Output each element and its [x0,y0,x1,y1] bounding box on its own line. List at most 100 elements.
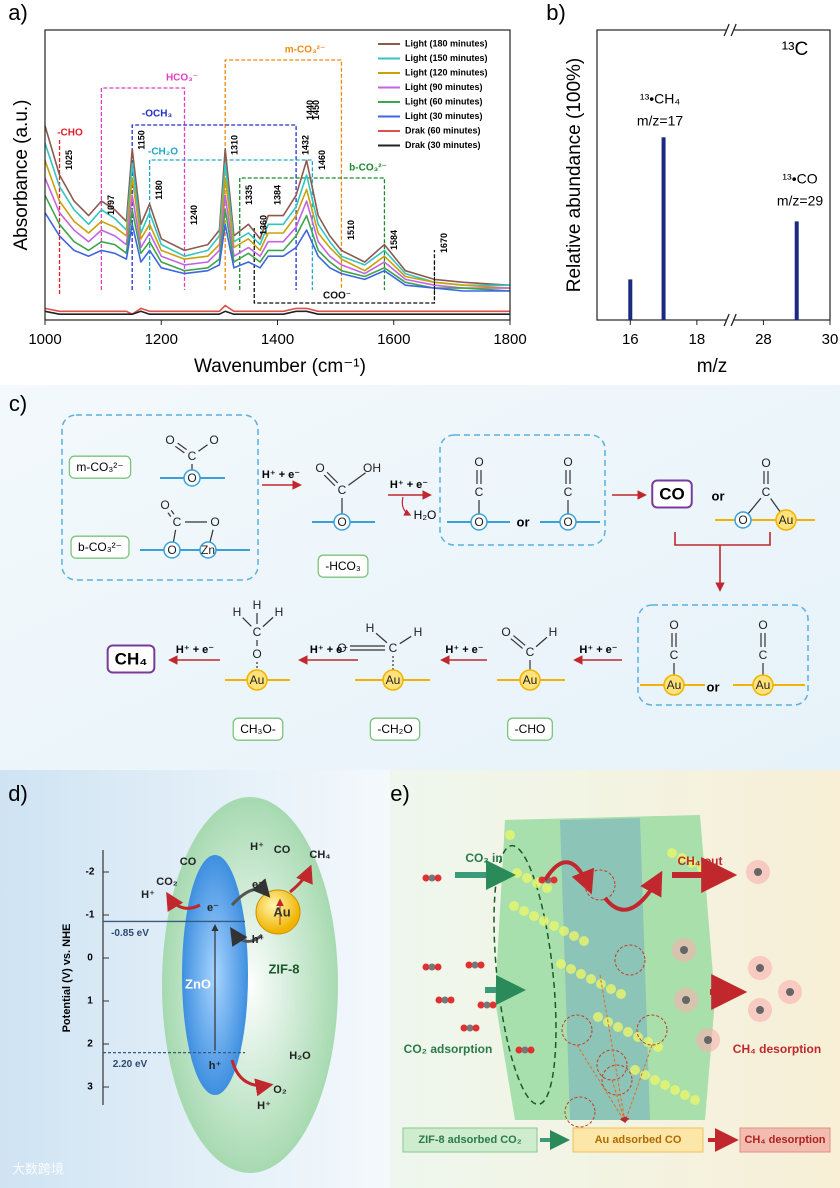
species-box [651,479,693,509]
atom-label: H [233,605,242,619]
bond [172,529,177,543]
flow-box [739,1127,831,1153]
x-tick-label: 18 [689,331,706,348]
atom-label: OH [363,461,381,475]
molecule [754,868,762,876]
peak-label: 1360 [259,215,269,235]
step-label: H⁺ + e⁻ [579,644,617,656]
molecule [441,996,449,1004]
peak-label: 1240 [189,205,199,225]
molecule [477,961,485,969]
annotation: ¹³•CO [782,171,817,187]
y-axis-label: Relative abundance (100%) [564,58,585,293]
molecule [704,1036,712,1044]
atom-circle [183,469,201,487]
transfer-arrow [230,926,263,947]
atom-label: O [669,618,678,632]
co-site [601,1064,633,1096]
au-dot [579,936,589,946]
atom-circle [246,669,268,691]
au-dot [690,1095,700,1105]
panel-label: b) [546,0,566,25]
flow-box [572,1127,704,1153]
species-box [369,717,421,741]
molecule [521,1046,529,1054]
species-box [68,455,132,479]
bond [510,638,523,649]
molecule [460,1024,468,1032]
tick-label: 1 [87,996,93,1007]
bond [326,471,339,484]
bond [535,636,548,648]
x-tick-label: 1000 [28,331,61,348]
process-label: CO₂ in [465,851,502,865]
dashed-group [637,604,809,706]
step-label: H⁺ + e⁻ [176,644,214,656]
bond [399,635,412,645]
peak-label: 1097 [106,195,116,215]
annotation: m/z=29 [777,193,824,209]
flow-box [402,1127,538,1153]
process-label: CO₂ adsorption [404,1042,493,1056]
site-arrow [576,1044,626,1124]
bond [177,442,188,451]
split-bracket [674,532,771,590]
au-dot [569,931,579,941]
co-site [561,1014,593,1046]
species-label: b-CO₃²⁻ [78,540,122,554]
au-dot [566,964,576,974]
x-tick-label: 16 [622,331,639,348]
atom-label: O [758,618,767,632]
process-label: CH₄ out [677,854,722,868]
molecule [428,874,436,882]
au-dot [623,1027,633,1037]
atom-label: O [337,515,346,529]
group-bracket [239,177,386,290]
molecule [471,961,479,969]
molecule [483,1001,491,1009]
molecule [472,1024,480,1032]
atom-label: C [253,625,262,639]
atom-label: H [549,625,558,639]
group-label: m-CO₃²⁻ [285,45,325,56]
peak-label: 1432 [300,135,310,155]
atom-label: C [188,449,197,463]
atom-label: O [761,456,770,470]
atom-label: Au [756,678,771,692]
atom-label: Au [523,673,538,687]
species-box [70,535,130,559]
step-label: H⁺ + e⁻ [445,644,483,656]
diagram-label: CO [180,856,197,868]
co-site [564,1096,596,1128]
bond [242,617,252,627]
au-dot [505,830,515,840]
annotation: m/z=17 [637,113,684,129]
group-bracket [100,87,186,290]
flow-label: CH₄ desorption [744,1134,825,1146]
diagram-label: CH₄ [309,849,330,861]
or-label: or [517,514,530,529]
spectrum-line [44,160,511,289]
atom-label: O [209,433,218,447]
atom-label: O [165,433,174,447]
x-axis-label: m/z [697,356,728,377]
atom-label: H [275,605,284,619]
atom-label: C [526,645,535,659]
molecule [680,946,688,954]
spectrum-line [44,177,510,289]
species-label: CH₄ [115,649,148,668]
x-tick-label: 28 [755,331,772,348]
molecule [682,996,690,1004]
reaction-arrow [166,891,201,912]
atom-circle [333,513,351,531]
atom-label: O [738,513,747,527]
au-dot [596,979,606,989]
au-dot [660,1080,670,1090]
au-dot [512,868,522,878]
au-dot [509,901,519,911]
spectrum-line [44,194,511,292]
group-label: HCO₃⁻ [166,73,198,84]
species-box [106,644,156,674]
molecule [527,1046,535,1054]
au-dot [653,1042,663,1052]
